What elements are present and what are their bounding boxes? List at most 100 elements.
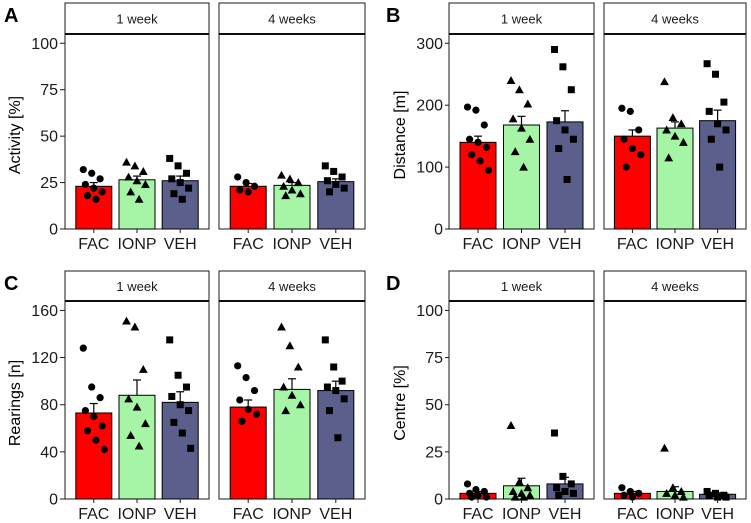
data-point-IONP bbox=[506, 76, 516, 84]
data-point-VEH bbox=[555, 491, 563, 499]
data-point-VEH bbox=[707, 135, 715, 143]
data-point-IONP bbox=[523, 99, 533, 108]
data-point-VEH bbox=[338, 377, 346, 385]
data-point-IONP bbox=[525, 490, 535, 499]
data-point-FAC bbox=[92, 195, 100, 203]
data-point-IONP bbox=[515, 85, 524, 94]
panel-letter: A bbox=[4, 5, 18, 27]
data-point-IONP bbox=[285, 341, 295, 350]
x-tick-label: VEH bbox=[164, 236, 197, 253]
data-point-IONP bbox=[124, 394, 133, 403]
data-point-IONP bbox=[279, 382, 288, 391]
data-point-FAC bbox=[83, 427, 92, 435]
bar-IONP bbox=[118, 394, 156, 500]
data-point-FAC bbox=[238, 417, 246, 425]
data-point-VEH bbox=[551, 45, 558, 53]
data-point-IONP bbox=[506, 421, 516, 429]
x-tick-label: FAC bbox=[462, 506, 493, 523]
data-point-VEH bbox=[326, 407, 333, 415]
data-point-VEH bbox=[569, 135, 577, 143]
data-point-FAC bbox=[88, 383, 96, 391]
facet-1-week: 1 week FAC IONP VEH bbox=[64, 270, 210, 523]
panel-letter: C bbox=[4, 273, 18, 295]
facet-1-week: 1 week FAC IONP VEH bbox=[448, 2, 595, 253]
data-point-IONP bbox=[519, 492, 528, 501]
data-point-VEH bbox=[705, 107, 713, 115]
facet-strip bbox=[448, 270, 595, 302]
data-point-IONP bbox=[676, 119, 686, 128]
bar-VEH bbox=[546, 121, 584, 230]
facet-1-week: 1 week FAC IONP VEH bbox=[448, 270, 595, 523]
y-tick-label: 160 bbox=[31, 303, 58, 320]
data-point-FAC bbox=[472, 106, 480, 114]
data-point-IONP bbox=[679, 492, 688, 501]
data-point-FAC bbox=[234, 362, 242, 370]
data-point-VEH bbox=[551, 429, 558, 437]
bar-FAC bbox=[75, 412, 113, 500]
data-point-FAC bbox=[90, 412, 98, 421]
data-point-IONP bbox=[679, 137, 688, 146]
data-point-IONP bbox=[293, 178, 303, 187]
data-point-IONP bbox=[662, 488, 671, 497]
y-tick-label: 100 bbox=[416, 303, 443, 320]
y-tick-label: 0 bbox=[49, 492, 58, 509]
data-point-IONP bbox=[517, 123, 526, 132]
bar-VEH bbox=[161, 180, 199, 230]
data-point-FAC bbox=[628, 493, 637, 501]
data-point-FAC bbox=[635, 489, 643, 497]
data-point-IONP bbox=[132, 402, 142, 411]
data-point-FAC bbox=[468, 493, 476, 501]
data-point-IONP bbox=[662, 125, 671, 134]
y-tick-label: 120 bbox=[31, 350, 58, 367]
data-point-FAC bbox=[466, 135, 474, 143]
facet-label: 1 week bbox=[501, 279, 543, 294]
x-tick-label: VEH bbox=[319, 506, 352, 523]
data-point-VEH bbox=[722, 493, 730, 501]
data-point-FAC bbox=[463, 103, 472, 111]
data-point-IONP bbox=[287, 390, 297, 399]
data-point-IONP bbox=[132, 176, 142, 185]
data-point-FAC bbox=[622, 163, 630, 171]
y-tick-label: 100 bbox=[31, 36, 58, 53]
data-point-FAC bbox=[244, 188, 252, 196]
data-point-VEH bbox=[703, 60, 711, 68]
data-point-IONP bbox=[122, 316, 131, 325]
y-tick-label: 40 bbox=[40, 444, 58, 461]
data-point-IONP bbox=[515, 477, 524, 486]
data-point-FAC bbox=[242, 374, 250, 382]
facet-label: 1 week bbox=[501, 12, 543, 27]
data-point-VEH bbox=[323, 383, 331, 391]
data-point-IONP bbox=[281, 191, 291, 200]
facet-4-weeks: 4 weeks FAC IONP VEH bbox=[603, 2, 747, 253]
data-point-VEH bbox=[176, 401, 184, 409]
facet-4-weeks: 4 weeks FAC IONP VEH bbox=[603, 270, 747, 523]
data-point-FAC bbox=[484, 166, 493, 174]
data-point-VEH bbox=[553, 117, 561, 125]
data-point-FAC bbox=[88, 169, 96, 177]
data-point-IONP bbox=[124, 172, 133, 181]
data-point-IONP bbox=[279, 181, 288, 190]
data-point-FAC bbox=[620, 491, 628, 499]
data-point-VEH bbox=[166, 336, 174, 344]
y-tick-label: 0 bbox=[434, 222, 443, 239]
panel-C: C Rearings [n] 0 40 80 120 160 1 week FAC IONP VEH… bbox=[4, 270, 366, 523]
data-point-FAC bbox=[468, 151, 476, 159]
panel-letter: B bbox=[386, 5, 400, 27]
x-tick-label: VEH bbox=[701, 506, 734, 523]
x-tick-label: IONP bbox=[272, 236, 311, 253]
data-point-FAC bbox=[242, 178, 250, 187]
data-point-VEH bbox=[176, 179, 184, 187]
facet-strip bbox=[603, 2, 747, 35]
x-tick-label: VEH bbox=[549, 236, 582, 253]
data-point-FAC bbox=[626, 107, 634, 115]
x-tick-label: VEH bbox=[701, 236, 734, 253]
data-point-VEH bbox=[334, 434, 342, 442]
facet-1-week: 1 week FAC IONP VEH bbox=[64, 2, 210, 253]
data-point-VEH bbox=[330, 363, 338, 371]
facet-strip bbox=[64, 2, 210, 35]
data-point-VEH bbox=[340, 395, 348, 403]
data-point-IONP bbox=[134, 441, 144, 450]
data-point-VEH bbox=[178, 195, 186, 203]
